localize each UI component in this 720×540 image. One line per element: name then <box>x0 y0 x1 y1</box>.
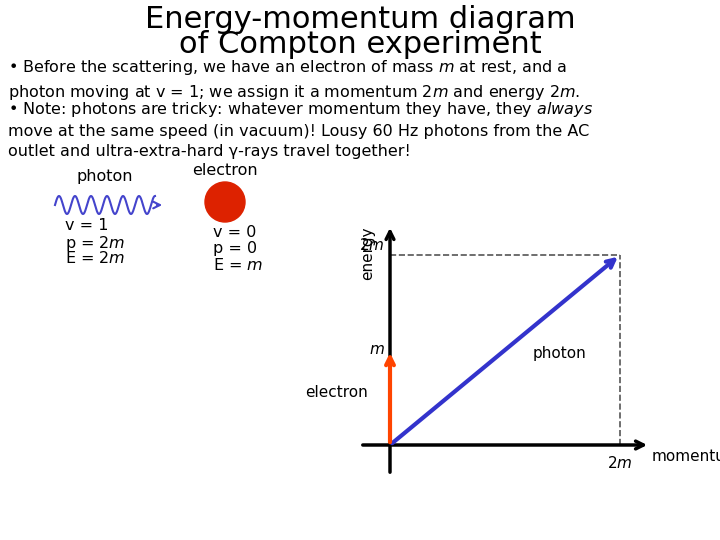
Text: electron: electron <box>192 163 258 178</box>
Text: momentum: momentum <box>652 449 720 464</box>
Text: • Before the scattering, we have an electron of mass $m$ at rest, and a
photon m: • Before the scattering, we have an elec… <box>8 58 580 102</box>
Text: • Note: photons are tricky: whatever momentum they have, they $\it{always}$
move: • Note: photons are tricky: whatever mom… <box>8 100 593 159</box>
Text: $m$: $m$ <box>369 342 385 357</box>
Text: electron: electron <box>305 385 368 400</box>
Text: photon: photon <box>533 346 586 361</box>
Text: v = 1: v = 1 <box>65 218 109 233</box>
Text: of Compton experiment: of Compton experiment <box>179 30 541 59</box>
Text: p = 2$m$: p = 2$m$ <box>65 234 125 253</box>
Text: photon: photon <box>77 169 133 184</box>
Text: p = 0: p = 0 <box>213 241 257 256</box>
Text: Energy-momentum diagram: Energy-momentum diagram <box>145 5 575 34</box>
Text: 2$m$: 2$m$ <box>607 455 633 471</box>
Text: E = 2$m$: E = 2$m$ <box>65 250 125 266</box>
Text: v = 0: v = 0 <box>213 225 256 240</box>
Text: energy: energy <box>361 227 376 280</box>
Text: E = $m$: E = $m$ <box>213 257 264 273</box>
Text: 2$m$: 2$m$ <box>359 237 385 253</box>
Circle shape <box>205 182 245 222</box>
